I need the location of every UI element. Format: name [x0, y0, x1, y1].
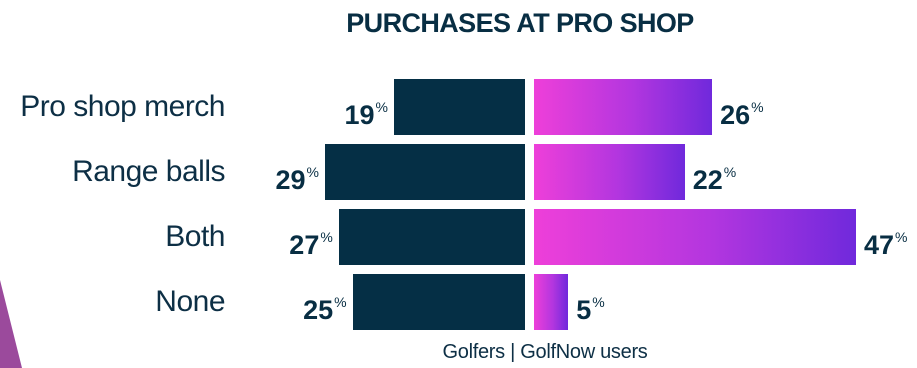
category-label: Range balls — [72, 155, 225, 188]
category-label: Pro shop merch — [20, 90, 225, 123]
legend-caption: Golfers | GolfNow users — [442, 341, 648, 363]
bar-golfers — [338, 209, 525, 265]
bar-golfnow-users — [534, 274, 569, 330]
chart-title: PURCHASES AT PRO SHOP — [346, 8, 694, 38]
value-label-golfers: 29% — [275, 164, 320, 195]
value-label-golfnow-users: 22% — [692, 164, 737, 195]
value-label-golfnow-users: 47% — [864, 229, 908, 260]
decorative-triangle — [0, 280, 22, 368]
value-label-golfnow-users: 5% — [576, 294, 605, 325]
value-label-golfnow-users: 26% — [720, 99, 764, 130]
value-label-golfers: 27% — [289, 229, 333, 260]
value-label-golfers: 19% — [344, 99, 388, 130]
bar-golfnow-users — [534, 209, 856, 265]
category-label: None — [155, 285, 225, 318]
bar-golfers — [393, 79, 525, 135]
value-label-golfers: 25% — [303, 294, 347, 325]
bar-golfers — [325, 144, 525, 200]
bar-golfers — [352, 274, 525, 330]
category-label: Both — [165, 220, 225, 253]
bar-golfnow-users — [534, 144, 685, 200]
bar-golfnow-users — [534, 79, 713, 135]
